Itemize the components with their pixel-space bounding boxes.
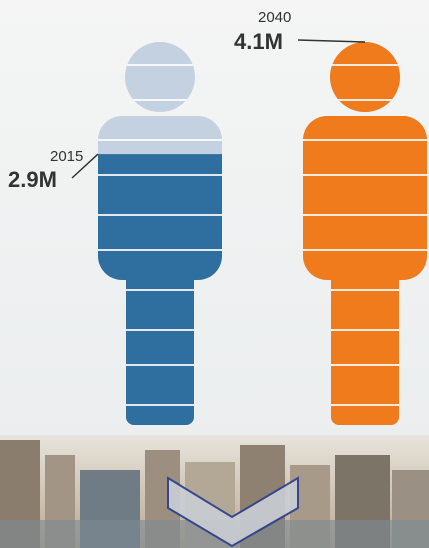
infographic: 2015 2.9M 2040 4.1M	[0, 0, 429, 548]
value-label: 4.1M	[234, 29, 283, 54]
year-label: 2040	[258, 9, 291, 26]
year-label: 2015	[50, 148, 83, 165]
value-label: 2.9M	[8, 167, 57, 192]
